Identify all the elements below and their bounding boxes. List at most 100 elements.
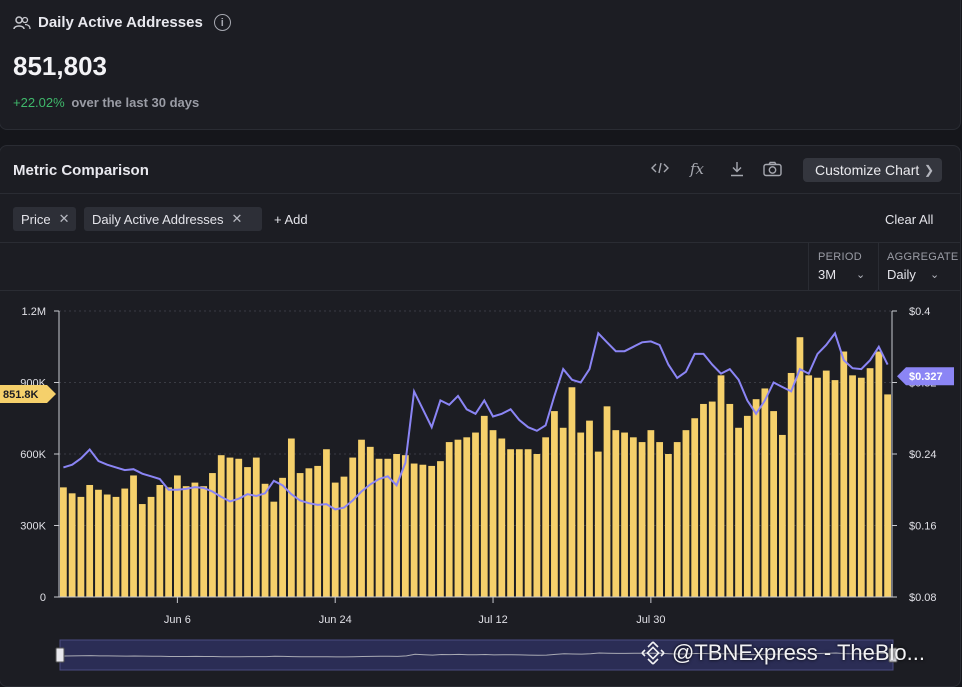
price-line	[63, 331, 889, 511]
code-icon[interactable]	[651, 161, 669, 179]
watermark: @TBNExpress - TheBlo...	[640, 640, 925, 666]
watermark-text: @TBNExpress - TheBlo...	[672, 640, 925, 665]
bar	[191, 482, 199, 597]
chevron-down-icon[interactable]: ⌄	[856, 269, 866, 281]
y-right-tick-label: $0.16	[909, 521, 937, 533]
add-metric-button[interactable]: + Add	[274, 212, 308, 227]
bar	[875, 351, 883, 597]
bar	[60, 487, 67, 597]
divider	[878, 242, 879, 290]
bar	[366, 446, 374, 597]
bar	[95, 489, 102, 597]
bar	[68, 493, 76, 597]
bar	[840, 351, 848, 597]
download-icon[interactable]	[729, 161, 745, 181]
bar	[743, 415, 751, 597]
chip-price[interactable]: Price ✕	[13, 207, 76, 231]
bar	[708, 401, 716, 597]
range-handle-left[interactable]	[55, 647, 65, 663]
bar	[480, 415, 488, 597]
bar	[270, 501, 278, 597]
camera-icon[interactable]	[763, 161, 782, 181]
range-handle-right[interactable]	[888, 647, 898, 663]
divider	[0, 193, 960, 194]
bar	[349, 457, 357, 597]
bar	[445, 442, 453, 597]
bar	[375, 458, 383, 597]
x-tick-label: Jun 24	[319, 614, 352, 626]
customize-chart-button[interactable]: Customize Chart ❯	[803, 158, 942, 182]
period-label: PERIOD	[818, 251, 862, 263]
bar	[665, 454, 672, 597]
y-right-tick-label: $0.4	[909, 306, 930, 318]
x-tick-label: Jun 6	[164, 614, 191, 626]
bar	[761, 388, 769, 597]
bar	[656, 442, 664, 597]
bar	[314, 465, 322, 597]
bar	[629, 437, 637, 597]
bar	[866, 368, 874, 597]
bar	[726, 403, 734, 597]
y-right-tick-label: $0.24	[909, 449, 937, 461]
left-value-marker-label: 851.8K	[3, 389, 39, 401]
bar	[752, 399, 760, 597]
bar	[638, 442, 646, 597]
bar	[770, 411, 778, 597]
bar	[796, 337, 804, 597]
info-icon[interactable]: i	[213, 14, 231, 31]
bar	[787, 372, 795, 597]
bar	[717, 375, 725, 597]
bar	[489, 430, 497, 597]
bar	[691, 418, 699, 597]
bar	[410, 463, 418, 597]
bar	[533, 454, 541, 597]
bar	[226, 457, 234, 597]
chip-daily-active-addresses[interactable]: Daily Active Addresses ✕	[84, 207, 262, 231]
right-value-marker-label: $0.327	[909, 371, 943, 383]
bar	[103, 494, 111, 597]
bar	[165, 487, 172, 597]
bar	[296, 473, 304, 597]
y-right-tick-label: $0.08	[909, 592, 937, 604]
bar	[857, 377, 865, 597]
bar	[252, 457, 260, 597]
section-title: Metric Comparison	[13, 162, 149, 179]
bar	[401, 455, 409, 597]
bar	[831, 380, 839, 597]
bar	[472, 432, 479, 597]
period-select[interactable]: 3M	[818, 267, 837, 282]
bar	[577, 432, 585, 597]
x-tick-label: Jul 30	[636, 614, 665, 626]
metric-value: 851,803	[13, 51, 107, 81]
close-icon[interactable]: ✕	[231, 211, 243, 226]
aggregate-select[interactable]: Daily	[887, 267, 916, 282]
bar	[568, 387, 576, 597]
bar	[498, 438, 506, 597]
y-left-tick-label: 300K	[20, 521, 46, 533]
bar	[507, 449, 514, 597]
chevron-down-icon[interactable]: ⌄	[930, 269, 940, 281]
bar	[594, 451, 602, 597]
bar	[673, 442, 681, 597]
bar	[138, 504, 146, 597]
close-icon[interactable]: ✕	[58, 211, 70, 226]
change-description: over the last 30 days	[71, 95, 200, 110]
bar	[779, 434, 786, 597]
fx-icon[interactable]: fx	[690, 160, 705, 178]
bar	[217, 455, 225, 597]
bar	[621, 432, 628, 597]
bar	[735, 427, 742, 597]
divider	[808, 242, 809, 290]
bar	[77, 496, 85, 597]
bar	[323, 449, 330, 597]
bar	[551, 411, 558, 597]
y-left-tick-label: 600K	[20, 449, 46, 461]
bar	[86, 484, 94, 597]
clear-all-button[interactable]: Clear All	[885, 212, 934, 227]
bar	[331, 482, 339, 597]
navigator-line	[64, 652, 889, 658]
binance-logo-icon	[641, 641, 665, 665]
bar	[822, 370, 830, 597]
divider	[0, 290, 960, 291]
summary-header: Daily Active Addresses i	[13, 14, 231, 31]
